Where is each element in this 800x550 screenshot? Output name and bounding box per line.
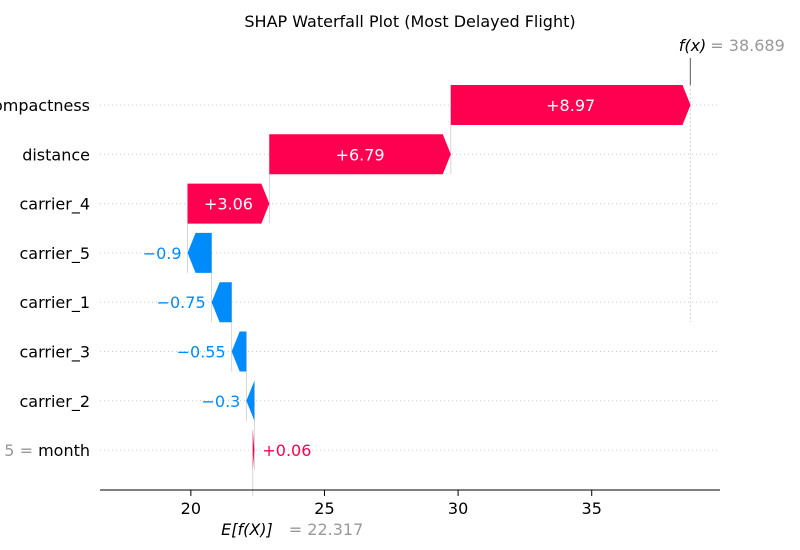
x-tick-label: 35 <box>582 499 602 518</box>
bar-value-label: +0.06 <box>262 441 311 460</box>
output-value-annotation: f(x) <box>679 36 707 55</box>
x-axis: 20 25 30 35 <box>100 489 720 518</box>
bar-value-label: −0.55 <box>177 343 226 362</box>
feature-label: carrier_1 <box>19 293 90 313</box>
feature-label: compactness <box>0 96 90 115</box>
x-tick-label: 25 <box>314 499 334 518</box>
waterfall-bar <box>187 232 212 273</box>
x-tick-label: 30 <box>448 499 468 518</box>
feature-labels: compactness distance carrier_4 carrier_5car… <box>0 96 90 460</box>
bar-value-label: −0.75 <box>157 293 206 312</box>
feature-label: carrier_3 <box>19 343 90 363</box>
waterfall-bar <box>252 430 255 471</box>
base-value-annotation: E[f(X)] <box>221 520 273 539</box>
value-annotations: +8.97 +6.79 +3.06 −0.9 −0.75 −0.55 −0.3 +0.06 E[… <box>143 36 785 539</box>
bar-value-label: +6.79 <box>336 145 385 164</box>
bar-value-label: −0.3 <box>202 392 241 411</box>
bar-value-label: +8.97 <box>546 96 595 115</box>
bars <box>187 85 691 471</box>
chart-title: SHAP Waterfall Plot (Most Delayed Flight… <box>244 12 575 31</box>
output-value-number: = 38.689 <box>710 36 784 55</box>
waterfall-bar <box>187 183 270 224</box>
waterfall-bar <box>231 331 247 372</box>
x-tick-label: 20 <box>181 499 201 518</box>
feature-label: carrier_2 <box>19 392 90 412</box>
waterfall-bar <box>269 134 451 175</box>
waterfall-bar <box>211 282 232 323</box>
feature-label: 5 = month <box>4 441 90 460</box>
waterfall-bar <box>450 85 691 125</box>
feature-label: carrier_4 <box>19 195 90 215</box>
bar-value-label: −0.9 <box>143 244 182 263</box>
bar-value-label: +3.06 <box>204 195 253 214</box>
waterfall-bar <box>246 380 255 421</box>
feature-label: distance <box>22 145 90 164</box>
feature-label: carrier_5 <box>19 244 90 264</box>
base-value-number: = 22.317 <box>289 520 363 539</box>
